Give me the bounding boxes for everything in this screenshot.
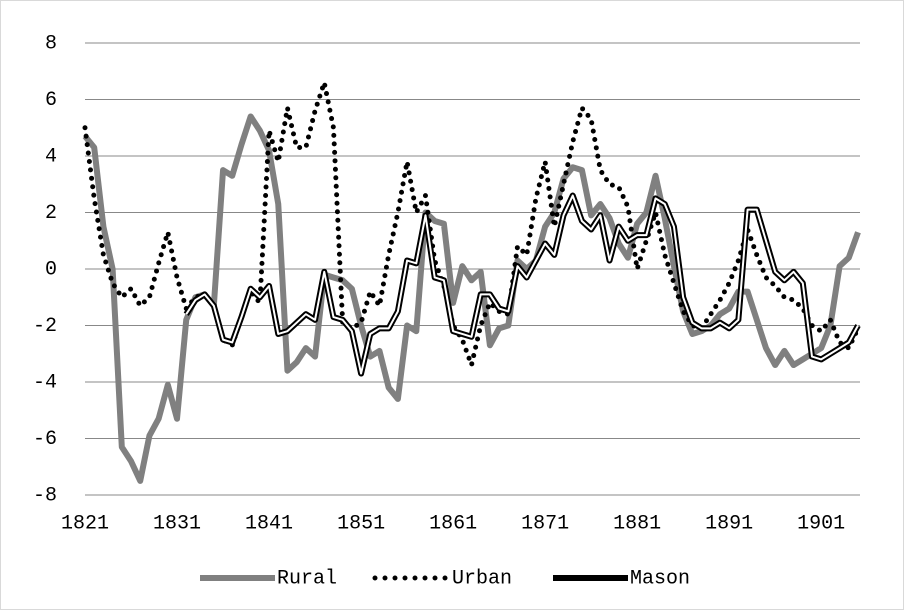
y-tick-label: -4 [33, 371, 57, 394]
x-tick-label: 1821 [61, 512, 109, 535]
x-tick-label: 1901 [797, 512, 845, 535]
y-tick-label: -2 [33, 315, 57, 338]
x-tick-label: 1871 [521, 512, 569, 535]
x-tick-label: 1891 [705, 512, 753, 535]
legend-label: Mason [630, 567, 690, 590]
x-tick-label: 1841 [245, 512, 293, 535]
line-series-inner [185, 194, 859, 375]
x-tick-label: 1881 [613, 512, 661, 535]
y-tick-label: -8 [33, 484, 57, 507]
legend-label: Rural [277, 567, 337, 590]
y-tick-label: 2 [45, 202, 57, 225]
x-tick-label: 1831 [153, 512, 201, 535]
line-series [82, 72, 861, 374]
y-tick-label: -6 [33, 428, 57, 451]
y-tick-label: 8 [45, 32, 57, 55]
legend-label: Urban [452, 567, 512, 590]
x-tick-label: 1861 [429, 512, 477, 535]
y-tick-label: 4 [45, 145, 57, 168]
y-tick-label: 6 [45, 89, 57, 112]
x-tick-label: 1851 [337, 512, 385, 535]
y-tick-label: 0 [45, 258, 57, 281]
